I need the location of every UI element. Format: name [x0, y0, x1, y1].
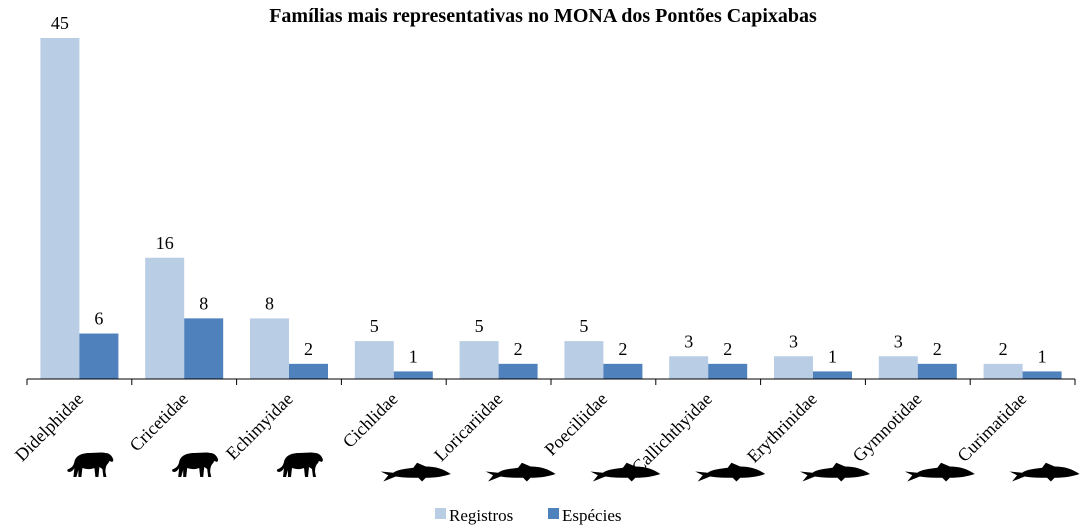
data-label: 3	[684, 331, 693, 351]
bar-registros-gymnotidae	[878, 356, 918, 379]
data-label: 8	[199, 293, 208, 313]
bar-espécies-erythrinidae	[813, 371, 852, 379]
bar-registros-loricariidae	[459, 341, 499, 379]
fish-icon	[1009, 462, 1080, 482]
fish-icon	[695, 462, 766, 482]
category-label: Gymnotidae	[849, 389, 926, 466]
bar-registros-echimyidae	[250, 318, 289, 379]
data-label: 2	[514, 339, 523, 359]
data-label: 2	[723, 339, 732, 359]
bar-espécies-didelphidae	[79, 333, 119, 379]
fish-icon	[590, 462, 661, 482]
legend: Registros Espécies	[435, 506, 621, 525]
mammal-icon	[67, 452, 114, 477]
category-label: Erythrinidae	[743, 389, 821, 467]
bar-espécies-curimatidae	[1022, 371, 1062, 379]
bar-registros-poeciliidae	[564, 341, 604, 379]
bar-espécies-echimyidae	[289, 363, 328, 379]
category-label: Curimatidae	[953, 389, 1030, 466]
data-label: 1	[409, 346, 418, 366]
bar-espécies-gymnotidae	[917, 363, 957, 379]
bar-registros-erythrinidae	[774, 356, 813, 379]
bar-registros-cichlidae	[354, 341, 394, 379]
category-label: Didelphidae	[11, 389, 87, 465]
bar-registros-callichthyidae	[669, 356, 709, 379]
chart-title: Famílias mais representativas no MONA do…	[269, 5, 817, 27]
bar-registros-cricetidae	[145, 257, 185, 379]
category-label: Loricariidae	[430, 389, 506, 465]
fish-icon	[485, 462, 556, 482]
category-label: Poeciliidae	[541, 389, 612, 460]
bar-espécies-cricetidae	[184, 318, 224, 379]
data-label: 1	[1038, 346, 1047, 366]
data-label: 5	[579, 316, 588, 336]
data-label: 2	[933, 339, 942, 359]
data-label: 3	[894, 331, 903, 351]
legend-label: Espécies	[562, 506, 621, 525]
bar-registros-curimatidae	[983, 363, 1023, 379]
category-label: Echimyidae	[222, 389, 297, 464]
data-label: 16	[156, 233, 174, 253]
bar-espécies-cichlidae	[393, 371, 433, 379]
data-label: 3	[789, 331, 798, 351]
mammal-icon	[172, 452, 219, 477]
mammal-icon	[276, 452, 323, 477]
legend-swatch	[548, 508, 559, 519]
data-label: 2	[304, 339, 313, 359]
fish-icon	[904, 462, 975, 482]
fish-icon	[800, 462, 870, 482]
category-label: Cricetidae	[126, 389, 192, 455]
fish-icon	[380, 462, 451, 482]
category-label: Cichlidae	[339, 389, 402, 452]
bar-registros-didelphidae	[40, 38, 80, 379]
data-label: 8	[265, 293, 274, 313]
data-label: 5	[370, 316, 379, 336]
data-label: 6	[94, 309, 103, 329]
data-label: 2	[618, 339, 627, 359]
data-label: 2	[999, 339, 1008, 359]
bar-espécies-callichthyidae	[708, 363, 748, 379]
data-label: 1	[828, 346, 837, 366]
legend-swatch	[435, 508, 446, 519]
data-label: 5	[475, 316, 484, 336]
category-label: Callichthyidae	[628, 389, 716, 477]
legend-label: Registros	[449, 506, 513, 525]
data-label: 45	[51, 13, 69, 33]
bar-espécies-poeciliidae	[603, 363, 643, 379]
bar-espécies-loricariidae	[498, 363, 538, 379]
